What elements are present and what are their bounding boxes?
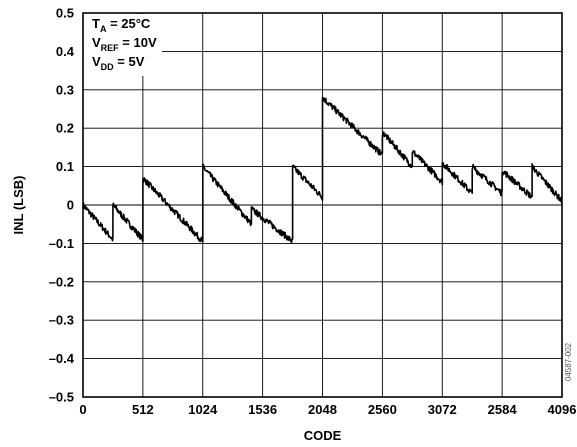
y-tick-label: 0.5 bbox=[56, 6, 74, 21]
figure-id: 04587-002 bbox=[564, 342, 573, 381]
annotation-value: = 10V bbox=[119, 35, 157, 50]
annotation-line: VDD = 5V bbox=[92, 54, 145, 72]
x-tick-label: 512 bbox=[132, 402, 154, 417]
annotation-line: TA = 25°C bbox=[92, 16, 151, 34]
annotation-subscript: REF bbox=[101, 43, 120, 53]
series-group bbox=[82, 96, 563, 244]
annotation-symbol: V bbox=[92, 35, 101, 50]
annotation-value: = 5V bbox=[114, 54, 145, 69]
y-tick-label: –0.4 bbox=[49, 351, 75, 366]
series-line bbox=[82, 96, 563, 244]
annotation-box bbox=[84, 14, 162, 76]
y-tick-label: –0.1 bbox=[49, 236, 74, 251]
x-tick-label: 1024 bbox=[188, 402, 218, 417]
x-axis-label: CODE bbox=[304, 428, 342, 443]
annotation-line: VREF = 10V bbox=[92, 35, 157, 53]
x-tick-label: 2560 bbox=[368, 402, 397, 417]
y-tick-label: 0.2 bbox=[56, 121, 74, 136]
y-tick-label: –0.5 bbox=[49, 390, 74, 405]
annotation-symbol: V bbox=[92, 54, 101, 69]
annotation-symbol: T bbox=[92, 16, 100, 31]
x-tick-label: 0 bbox=[79, 402, 86, 417]
x-tick-label: 4096 bbox=[548, 402, 577, 417]
x-tick-labels: 0 512 1024 1536 2048 2560 3072 2584 4096 bbox=[79, 402, 576, 417]
y-tick-label: 0.3 bbox=[56, 82, 74, 97]
y-axis-label: INL (LSB) bbox=[11, 176, 26, 235]
x-tick-label: 1536 bbox=[248, 402, 277, 417]
x-tick-label: 2048 bbox=[308, 402, 337, 417]
y-tick-label: –0.3 bbox=[49, 313, 74, 328]
annotation-subscript: DD bbox=[101, 62, 114, 72]
x-tick-label: 2584 bbox=[488, 402, 518, 417]
x-tick-label: 3072 bbox=[428, 402, 457, 417]
annotation-value: = 25°C bbox=[106, 16, 150, 31]
y-tick-label: –0.2 bbox=[49, 274, 74, 289]
plot-frame bbox=[82, 12, 563, 398]
y-tick-labels: –0.5 –0.4 –0.3 –0.2 –0.1 0 0.1 0.2 0.3 0.4 0.5 bbox=[49, 6, 75, 405]
y-tick-label: 0.1 bbox=[56, 159, 74, 174]
annotation-subscript: A bbox=[100, 24, 107, 34]
y-tick-label: 0.4 bbox=[56, 44, 75, 59]
y-tick-label: 0 bbox=[67, 198, 74, 213]
